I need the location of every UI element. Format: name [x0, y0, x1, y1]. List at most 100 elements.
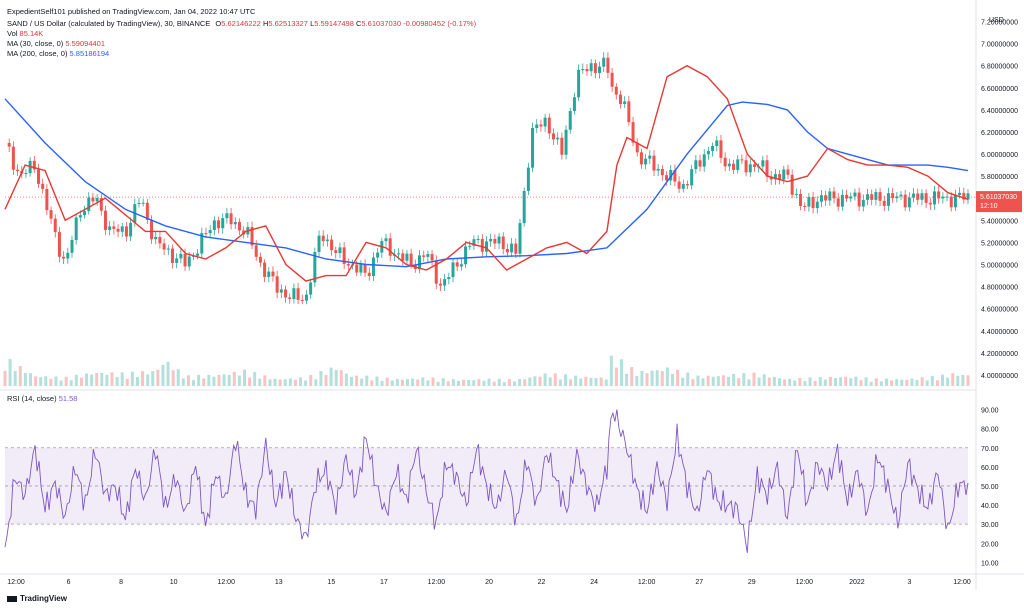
candle-body	[589, 63, 593, 72]
volume-bar	[462, 379, 466, 386]
price-tick-label: 4.00000000	[981, 373, 1018, 380]
tradingview-logo[interactable]: TradingView	[7, 594, 67, 603]
candle-body	[799, 193, 803, 206]
volume-bar	[456, 380, 460, 386]
volume-bar	[69, 380, 73, 386]
candle-body	[765, 160, 769, 177]
volume-bar	[854, 376, 858, 386]
candle-body	[593, 63, 597, 73]
volume-bar	[44, 376, 48, 386]
volume-bar	[742, 373, 746, 386]
candle-body	[346, 263, 350, 266]
volume-bar	[253, 372, 257, 386]
volume-bar	[915, 379, 919, 386]
candle-body	[958, 192, 962, 196]
candle-body	[221, 218, 225, 229]
candle-body	[388, 238, 392, 256]
symbol-line: SAND / US Dollar (calculated by TradingV…	[7, 19, 476, 28]
volume-bar	[553, 373, 557, 386]
volume-bar	[604, 379, 608, 386]
candle-body	[275, 276, 279, 293]
volume-bar	[630, 367, 634, 386]
candle-body	[196, 253, 200, 256]
volume-bar	[706, 375, 710, 386]
volume-bar	[828, 376, 832, 386]
volume-bar	[925, 380, 929, 386]
volume-bar	[538, 376, 542, 386]
candle-body	[715, 140, 719, 147]
candle-body	[665, 175, 669, 181]
candle-body	[455, 262, 459, 267]
candle-body	[866, 194, 870, 200]
volume-bar	[186, 375, 190, 386]
volume-bar	[864, 377, 868, 386]
candle-body	[254, 245, 258, 257]
candle-body	[24, 173, 28, 175]
candle-body	[648, 155, 652, 159]
rsi-tick-label: 20.00	[981, 541, 999, 548]
candle-body	[57, 232, 61, 257]
volume-bar	[803, 381, 807, 386]
volume-bar	[299, 377, 303, 386]
candle-body	[949, 196, 953, 208]
volume-bar	[181, 378, 185, 386]
volume-bar	[120, 372, 124, 386]
price-tick-label: 5.40000000	[981, 218, 1018, 225]
candle-body	[886, 193, 890, 206]
candle-body	[418, 255, 422, 270]
volume-bar	[232, 371, 236, 386]
volume-bar	[431, 377, 435, 386]
candle-body	[631, 122, 635, 143]
candle-body	[711, 146, 715, 152]
volume-bar	[426, 380, 430, 386]
candle-body	[845, 194, 849, 199]
candle-body	[267, 271, 271, 278]
volume-bar	[176, 369, 180, 386]
rsi-tick-label: 40.00	[981, 503, 999, 510]
time-tick-label: 29	[748, 579, 756, 586]
candle-body	[556, 137, 560, 140]
price-tick-label: 4.80000000	[981, 285, 1018, 292]
candle-body	[263, 262, 267, 278]
candle-body	[614, 86, 618, 95]
candle-body	[828, 191, 832, 201]
volume-bar	[558, 379, 562, 386]
candle-body	[401, 253, 405, 261]
candle-body	[49, 210, 53, 219]
candle-body	[623, 101, 627, 104]
volume-bar	[747, 379, 751, 386]
volume-bar	[360, 378, 364, 386]
time-tick-label: 2022	[849, 579, 865, 586]
volume-bar	[451, 379, 455, 386]
candle-body	[258, 256, 262, 263]
volume-bar	[716, 376, 720, 386]
candle-body	[660, 168, 664, 176]
candle-body	[497, 236, 501, 244]
rsi-tick-label: 80.00	[981, 427, 999, 434]
candle-body	[288, 297, 292, 299]
candle-body	[83, 211, 87, 216]
volume-bar	[339, 370, 343, 386]
candle-body	[849, 196, 853, 199]
volume-bar	[349, 376, 353, 386]
candle-body	[32, 160, 36, 170]
candle-body	[941, 196, 945, 199]
volume-bar	[222, 374, 226, 386]
candle-body	[237, 221, 241, 231]
candle-body	[217, 220, 221, 229]
volume-bar	[513, 381, 517, 386]
candle-body	[124, 226, 128, 237]
candle-body	[539, 124, 543, 127]
candle-body	[736, 159, 740, 170]
price-tick-label: 5.00000000	[981, 263, 1018, 270]
volume-bar	[956, 375, 960, 386]
time-tick-label: 15	[327, 579, 335, 586]
ma30-label: MA (30, close, 0)	[7, 39, 64, 48]
volume-bar	[258, 378, 262, 386]
volume-bar	[105, 374, 109, 386]
volume-bar	[39, 377, 43, 386]
volume-bar	[151, 371, 155, 386]
candle-body	[639, 152, 643, 165]
candle-body	[229, 213, 233, 225]
